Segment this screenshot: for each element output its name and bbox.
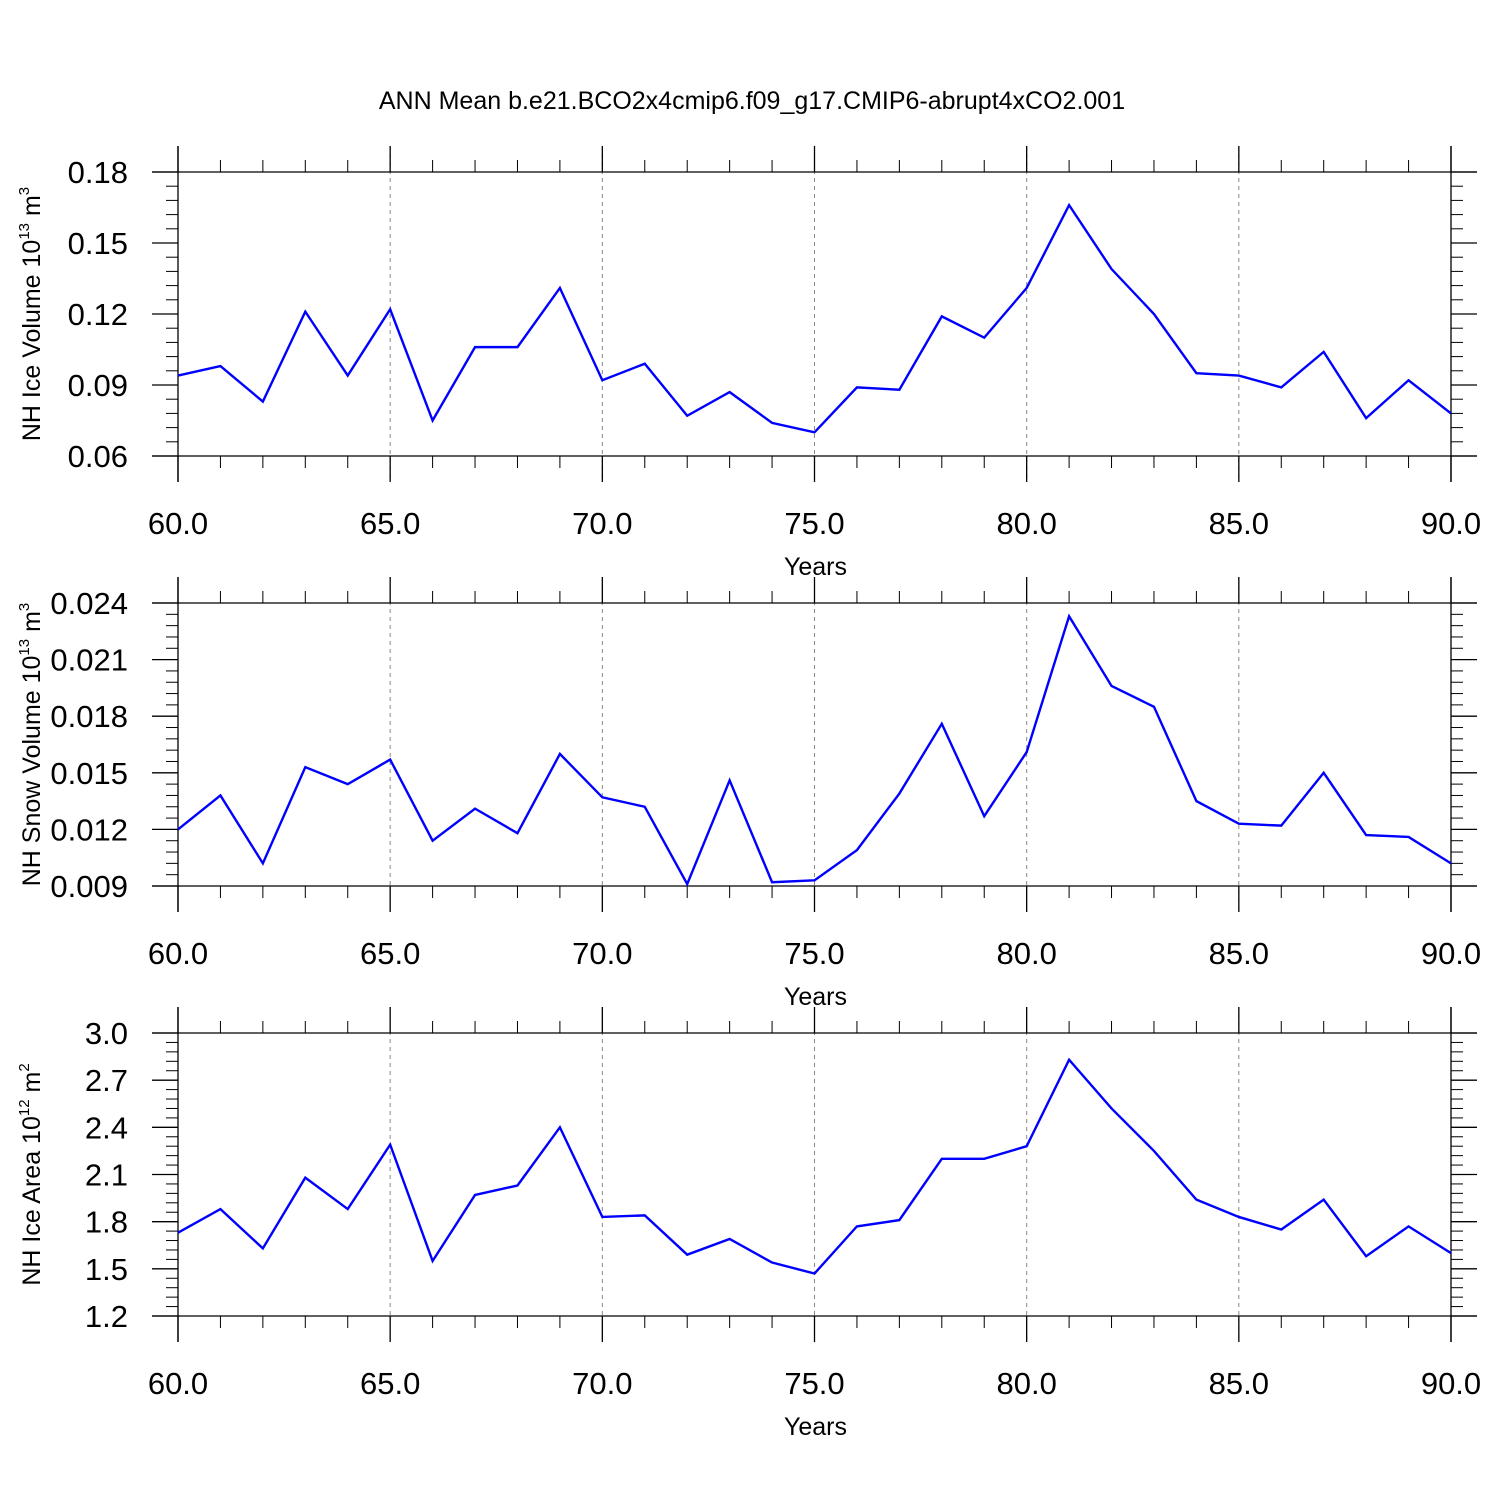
y-tick-label: 2.7 [85, 1063, 128, 1098]
panel-2: 0.009 0.012 0.015 0.018 0.021 0.024 60.0 65.0 70… [16, 577, 1481, 1011]
x-tick-label: 65.0 [360, 1366, 420, 1401]
y-axis-title: NH Snow Volume 1013 m3 [16, 603, 46, 887]
x-tick-label: 60.0 [148, 936, 208, 971]
x-tick-label: 80.0 [996, 1366, 1056, 1401]
x-tick-label: 90.0 [1421, 1366, 1481, 1401]
x-tick-label: 80.0 [996, 506, 1056, 541]
x-tick-label: 65.0 [360, 506, 420, 541]
x-tick-label: 85.0 [1209, 936, 1269, 971]
y-tick-label: 0.012 [50, 812, 128, 847]
x-axis-title: Years [784, 1413, 847, 1441]
x-tick-label: 75.0 [784, 936, 844, 971]
data-line [177, 202, 1452, 434]
x-tick-label: 75.0 [784, 506, 844, 541]
y-tick-label: 0.09 [68, 368, 128, 403]
x-tick-label: 80.0 [996, 936, 1056, 971]
y-tick-label: 1.5 [85, 1252, 128, 1287]
x-tick-label: 60.0 [148, 1366, 208, 1401]
x-axis-title: Years [784, 553, 847, 581]
x-tick-label: 70.0 [572, 1366, 632, 1401]
x-tick-label: 70.0 [572, 936, 632, 971]
y-tick-label: 3.0 [85, 1016, 128, 1051]
y-tick-label: 0.18 [68, 155, 128, 190]
x-axis-title: Years [784, 983, 847, 1011]
y-tick-label: 2.4 [85, 1110, 128, 1145]
y-tick-label: 0.018 [50, 699, 128, 734]
x-tick-label: 85.0 [1209, 506, 1269, 541]
panels: 0.06 0.09 0.12 0.15 0.18 60.0 65.0 70.0 75.0 80.0… [16, 146, 1481, 1441]
panel-1: 0.06 0.09 0.12 0.15 0.18 60.0 65.0 70.0 75.0 80.0… [16, 146, 1481, 581]
y-axis-title: NH Ice Area 1012 m2 [16, 1063, 46, 1285]
y-tick-label: 0.015 [50, 756, 128, 791]
data-line [177, 1057, 1452, 1275]
y-tick-label: 1.2 [85, 1299, 128, 1334]
y-tick-label: 0.15 [68, 226, 128, 261]
y-tick-label: 0.009 [50, 869, 128, 904]
y-tick-label: 0.12 [68, 297, 128, 332]
x-tick-label: 90.0 [1421, 936, 1481, 971]
y-tick-label: 0.024 [50, 586, 128, 621]
x-tick-label: 65.0 [360, 936, 420, 971]
x-tick-label: 75.0 [784, 1366, 844, 1401]
chart-title: ANN Mean b.e21.BCO2x4cmip6.f09_g17.CMIP6… [379, 87, 1125, 115]
y-tick-label: 1.8 [85, 1205, 128, 1240]
data-line [177, 613, 1452, 887]
y-tick-label: 0.06 [68, 439, 128, 474]
x-tick-label: 70.0 [572, 506, 632, 541]
x-tick-label: 90.0 [1421, 506, 1481, 541]
y-axis-title: NH Ice Volume 1013 m3 [16, 187, 46, 441]
panel-3: 1.2 1.5 1.8 2.1 2.4 2.7 3.0 60.0 65.0 70.0 75.0 80.… [16, 1007, 1481, 1441]
x-tick-label: 85.0 [1209, 1366, 1269, 1401]
y-tick-label: 0.021 [50, 643, 128, 678]
x-tick-label: 60.0 [148, 506, 208, 541]
y-tick-label: 2.1 [85, 1158, 128, 1193]
